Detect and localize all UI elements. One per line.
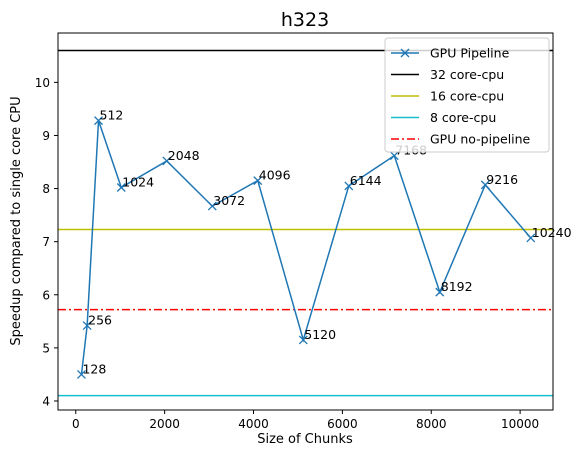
legend-label: GPU Pipeline xyxy=(430,46,510,61)
y-tick-label: 8 xyxy=(42,182,50,196)
legend-label: 16 core-cpu xyxy=(430,89,504,104)
point-label: 1024 xyxy=(122,175,154,190)
x-tick-label: 10000 xyxy=(501,417,539,431)
y-axis-label: Speedup compared to single core CPU xyxy=(9,96,24,345)
x-axis-label: Size of Chunks xyxy=(257,432,353,447)
plot-area: 1282565121024204830724096512061447168819… xyxy=(58,49,572,397)
x-tick-label: 4000 xyxy=(238,417,269,431)
legend-entry: GPU no-pipeline xyxy=(391,132,531,147)
data-point xyxy=(435,287,445,297)
point-label: 4096 xyxy=(259,168,291,183)
y-tick-label: 4 xyxy=(42,394,50,408)
data-point xyxy=(82,321,92,331)
data-point xyxy=(77,369,86,379)
data-point xyxy=(162,156,172,166)
data-point xyxy=(389,151,399,161)
point-label: 9216 xyxy=(486,172,518,187)
point-label: 256 xyxy=(88,313,112,328)
data-point xyxy=(207,201,217,211)
legend-marker xyxy=(400,48,410,58)
x-tick-label: 2000 xyxy=(149,417,180,431)
data-point xyxy=(94,116,103,126)
axes-frame xyxy=(57,32,554,411)
legend-label: 8 core-cpu xyxy=(430,110,496,125)
point-label: 8192 xyxy=(441,279,473,294)
chart-title: h323 xyxy=(281,9,329,31)
y-tick-label: 9 xyxy=(42,129,50,143)
legend-entry: 16 core-cpu xyxy=(391,89,504,104)
y-tick-label: 7 xyxy=(42,235,50,249)
point-label: 512 xyxy=(100,108,124,123)
legend-entry: 8 core-cpu xyxy=(391,110,496,125)
y-axis: 4 5 6 7 8 9 10 xyxy=(35,76,58,408)
legend-entry: 32 core-cpu xyxy=(391,67,504,82)
x-axis: 0 2000 4000 6000 8000 10000 xyxy=(72,410,539,431)
point-label: 5120 xyxy=(304,327,336,342)
data-point xyxy=(344,181,354,191)
legend-label: GPU no-pipeline xyxy=(430,132,531,147)
x-tick-label: 8000 xyxy=(416,417,447,431)
point-label: 10240 xyxy=(532,225,572,240)
data-point xyxy=(116,183,126,192)
y-tick-label: 5 xyxy=(42,341,50,355)
point-label: 2048 xyxy=(168,148,200,163)
y-tick-label: 6 xyxy=(42,288,50,302)
y-tick-label: 10 xyxy=(35,76,50,90)
x-tick-label: 0 xyxy=(72,417,80,431)
x-tick-label: 6000 xyxy=(327,417,358,431)
point-label: 3072 xyxy=(213,193,245,208)
legend-entry: GPU Pipeline xyxy=(391,46,510,61)
point-label: 6144 xyxy=(350,173,382,188)
legend: GPU Pipeline 32 core-cpu 16 core-cpu 8 core… xyxy=(384,37,550,153)
data-point xyxy=(480,180,490,190)
legend-box xyxy=(384,37,550,153)
legend-label: 32 core-cpu xyxy=(430,67,504,82)
data-point xyxy=(526,233,536,243)
data-point xyxy=(298,335,308,345)
point-label: 128 xyxy=(82,361,106,376)
data-point xyxy=(253,176,263,186)
